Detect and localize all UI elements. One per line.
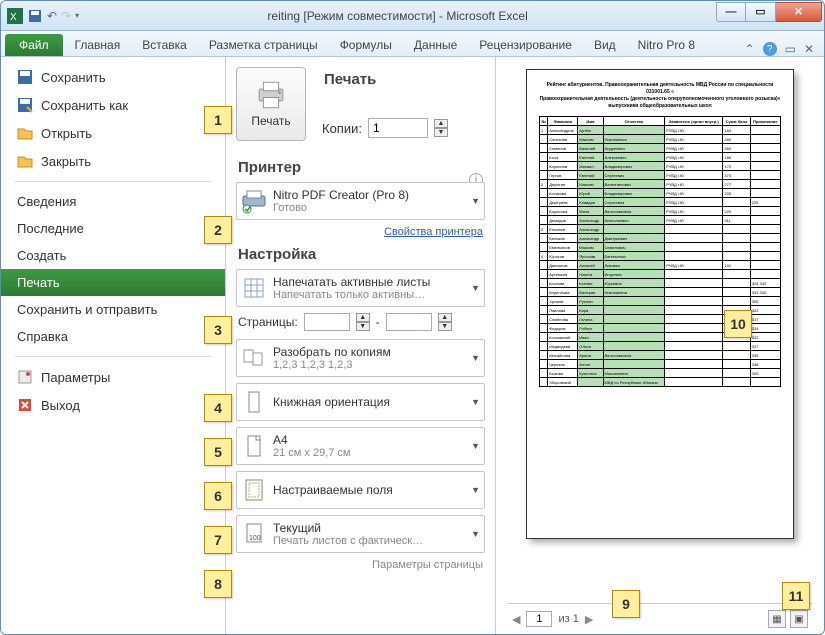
menu-new[interactable]: Создать bbox=[1, 242, 225, 269]
file-tab[interactable]: Файл bbox=[5, 34, 63, 56]
printer-icon bbox=[254, 80, 288, 110]
save-icon bbox=[17, 69, 33, 85]
menu-exit[interactable]: Выход bbox=[1, 391, 225, 419]
window-close-inner-icon[interactable]: ✕ bbox=[804, 42, 814, 56]
menu-info[interactable]: Сведения bbox=[1, 188, 225, 215]
print-preview: Рейтинг абитуриентов. Правоохранительная… bbox=[496, 57, 824, 634]
preview-nav: ◀ из 1 ▶ ▦ ▣ bbox=[508, 603, 812, 634]
help-icon[interactable]: ? bbox=[763, 42, 777, 56]
paper-size-dropdown[interactable]: A421 см x 29,7 см ▼ bbox=[236, 427, 485, 465]
copies-label: Копии: bbox=[322, 121, 362, 136]
print-button[interactable]: Печать bbox=[236, 67, 306, 141]
callout-3: 3 bbox=[204, 316, 232, 344]
show-margins-button[interactable]: ▦ bbox=[768, 610, 786, 628]
print-settings-panel: Печать Печать Копии: ▲▼ i Принтер Nitro … bbox=[226, 57, 496, 634]
callout-8: 8 bbox=[204, 570, 232, 598]
callout-11: 11 bbox=[782, 582, 810, 610]
tab-data[interactable]: Данные bbox=[404, 34, 467, 56]
print-what-dropdown[interactable]: Напечатать активные листыНапечатать толь… bbox=[236, 269, 485, 307]
printer-heading: Принтер bbox=[238, 159, 485, 176]
menu-print[interactable]: Печать bbox=[1, 269, 225, 296]
tab-formulas[interactable]: Формулы bbox=[330, 34, 402, 56]
window-restore-icon[interactable]: ▭ bbox=[785, 42, 796, 56]
zoom-page-button[interactable]: ▣ bbox=[790, 610, 808, 628]
open-icon bbox=[17, 125, 33, 141]
menu-save-send[interactable]: Сохранить и отправить bbox=[1, 296, 225, 323]
exit-icon bbox=[17, 397, 33, 413]
menu-recent[interactable]: Последние bbox=[1, 215, 225, 242]
print-heading: Печать bbox=[324, 71, 448, 88]
preview-page: Рейтинг абитуриентов. Правоохранительная… bbox=[526, 69, 794, 539]
scaling-dropdown[interactable]: 100 ТекущийПечать листов с фактическ… ▼ bbox=[236, 515, 485, 553]
ribbon-tabs: Файл Главная Вставка Разметка страницы Ф… bbox=[1, 31, 824, 57]
menu-save-as[interactable]: Сохранить как bbox=[1, 91, 225, 119]
margins-dropdown[interactable]: Настраиваемые поля ▼ bbox=[236, 471, 485, 509]
copies-up[interactable]: ▲ bbox=[434, 119, 448, 128]
qat-redo-icon[interactable]: ↷ bbox=[61, 9, 71, 23]
page-number-input[interactable] bbox=[526, 611, 552, 627]
menu-save[interactable]: Сохранить bbox=[1, 63, 225, 91]
svg-text:100: 100 bbox=[249, 535, 261, 542]
sheets-icon bbox=[241, 275, 267, 301]
tab-review[interactable]: Рецензирование bbox=[469, 34, 582, 56]
chevron-down-icon: ▼ bbox=[471, 196, 480, 206]
settings-heading: Настройка bbox=[238, 246, 485, 263]
printer-properties-link[interactable]: Свойства принтера bbox=[236, 226, 483, 238]
callout-4: 4 bbox=[204, 394, 232, 422]
menu-open[interactable]: Открыть bbox=[1, 119, 225, 147]
tab-pagelayout[interactable]: Разметка страницы bbox=[199, 34, 328, 56]
maximize-button[interactable]: ▭ bbox=[746, 2, 776, 22]
callout-9: 9 bbox=[612, 590, 640, 618]
title-bar: X ↶ ↷ ▾ reiting [Режим совместимости] - … bbox=[1, 1, 824, 31]
minimize-ribbon-icon[interactable]: ⌃ bbox=[745, 42, 755, 56]
tab-insert[interactable]: Вставка bbox=[132, 34, 197, 56]
page-icon bbox=[241, 433, 267, 459]
callout-1: 1 bbox=[204, 106, 232, 134]
prev-page-button[interactable]: ◀ bbox=[512, 613, 520, 626]
callout-7: 7 bbox=[204, 526, 232, 554]
callout-6: 6 bbox=[204, 482, 232, 510]
collate-icon bbox=[241, 345, 267, 371]
printer-dropdown[interactable]: Nitro PDF Creator (Pro 8)Готово ▼ bbox=[236, 182, 485, 220]
qat-undo-icon[interactable]: ↶ bbox=[47, 9, 57, 23]
menu-options[interactable]: Параметры bbox=[1, 363, 225, 391]
backstage-menu: Сохранить Сохранить как Открыть Закрыть … bbox=[1, 57, 226, 634]
minimize-button[interactable]: — bbox=[716, 2, 746, 22]
close-button[interactable]: ✕ bbox=[776, 2, 822, 22]
page-setup-link[interactable]: Параметры страницы bbox=[236, 559, 483, 571]
scaling-icon: 100 bbox=[241, 521, 267, 547]
window-title: reiting [Режим совместимости] - Microsof… bbox=[79, 9, 716, 23]
margins-icon bbox=[241, 477, 267, 503]
tab-nitro[interactable]: Nitro Pro 8 bbox=[628, 34, 705, 56]
page-to-input[interactable] bbox=[386, 313, 432, 331]
collate-dropdown[interactable]: Разобрать по копиям1,2,3 1,2,3 1,2,3 ▼ bbox=[236, 339, 485, 377]
app-icon: X bbox=[7, 8, 23, 24]
qat-save-icon[interactable] bbox=[27, 8, 43, 24]
printer-small-icon bbox=[241, 188, 267, 214]
close-file-icon bbox=[17, 153, 33, 169]
tab-home[interactable]: Главная bbox=[65, 34, 131, 56]
orientation-dropdown[interactable]: Книжная ориентация ▼ bbox=[236, 383, 485, 421]
portrait-icon bbox=[241, 389, 267, 415]
svg-text:X: X bbox=[10, 12, 17, 23]
callout-5: 5 bbox=[204, 438, 232, 466]
save-as-icon bbox=[17, 97, 33, 113]
menu-close[interactable]: Закрыть bbox=[1, 147, 225, 175]
next-page-button[interactable]: ▶ bbox=[585, 613, 593, 626]
page-of-label: из 1 bbox=[558, 613, 578, 625]
tab-view[interactable]: Вид bbox=[584, 34, 626, 56]
callout-10: 10 bbox=[724, 310, 752, 338]
copies-input[interactable] bbox=[368, 118, 428, 138]
menu-help[interactable]: Справка bbox=[1, 323, 225, 350]
options-icon bbox=[17, 369, 33, 385]
callout-2: 2 bbox=[204, 216, 232, 244]
copies-down[interactable]: ▼ bbox=[434, 128, 448, 137]
pages-label: Страницы: bbox=[238, 315, 298, 329]
page-from-input[interactable] bbox=[304, 313, 350, 331]
